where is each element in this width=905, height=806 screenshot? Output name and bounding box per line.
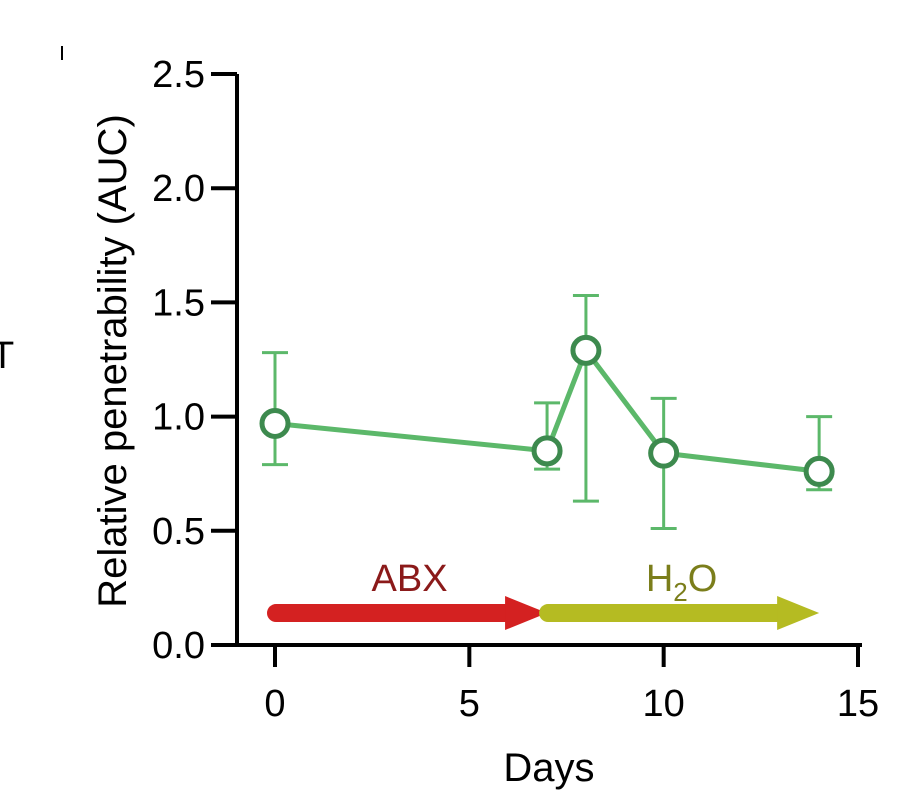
phase-annotations: ABX H2O [267,558,820,631]
annotation-label-suffix: O [688,558,718,600]
y-tick-label: 1.5 [152,282,205,324]
x-tick-label: 5 [459,683,480,725]
error-bars [262,294,833,531]
data-point [259,407,291,439]
annotation-label-subscript: 2 [673,577,687,607]
figure-fragments: T [0,46,63,377]
x-tick-label: 10 [643,683,685,725]
data-point [531,435,563,467]
data-points [259,334,835,487]
y-tick-label: 1.0 [152,397,205,439]
y-axis-label: Relative penetrability (AUC) [91,114,135,608]
y-tick-label: 2.0 [152,168,205,210]
data-point [803,455,835,487]
annotation-arrow-head [777,596,820,631]
annotation-label: H2O [646,558,717,607]
x-tick-label: 15 [837,683,879,725]
annotation-label-main: H [646,558,673,600]
axes [235,74,862,647]
data-point [648,437,680,469]
y-tick-label: 2.5 [152,54,205,96]
left-fragment-text: T [0,335,14,377]
data-point [570,334,602,366]
x-tick-label: 0 [264,683,285,725]
y-tick-label: 0.5 [152,511,205,553]
ticks: 0.0 0.5 1.0 1.5 2.0 2.5 0 5 10 15 [152,54,879,725]
annotation-arrow-head [505,596,548,631]
y-tick-label: 0.0 [152,625,205,667]
x-axis-label: Days [503,746,594,790]
annotation-label: ABX [372,558,448,600]
